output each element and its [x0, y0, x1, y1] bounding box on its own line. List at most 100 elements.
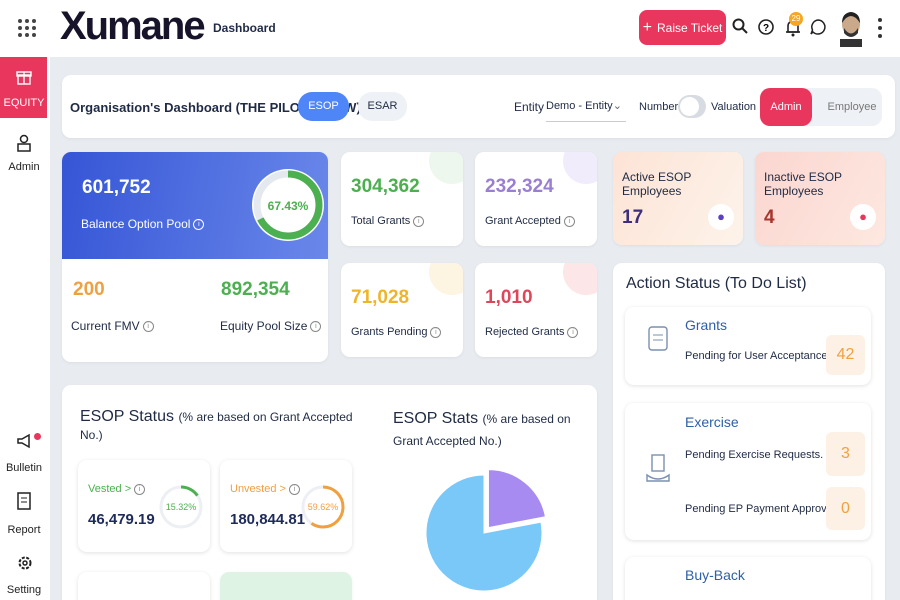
group-title: Exercise [685, 414, 739, 430]
grant-label-text: Grants Pending [351, 326, 428, 338]
grant-label: Total Grants i [351, 215, 425, 227]
status-label: Unvested > i [230, 483, 300, 495]
tab[interactable]: ESAR [358, 92, 407, 121]
esop-status-heading: ESOP Status (% are based on Grant Accept… [80, 408, 370, 444]
info-icon[interactable]: i [142, 321, 154, 333]
sidebar-active[interactable] [0, 57, 47, 118]
info-icon[interactable]: i [413, 215, 425, 227]
equity-icon [16, 71, 32, 85]
info-icon[interactable]: i [430, 326, 442, 338]
ring-label: 67.43% [268, 199, 309, 213]
action-group: Exercise Pending Exercise Requests. 3 Pe… [625, 403, 871, 540]
sidebar-item[interactable]: Setting [6, 584, 42, 596]
status-item-partial [78, 572, 210, 600]
pool-ring: 67.43% [252, 169, 324, 241]
help-icon[interactable]: ? [758, 19, 774, 35]
ring-arc [253, 170, 323, 240]
info-icon[interactable]: i [310, 321, 322, 333]
grant-label-text: Total Grants [351, 215, 411, 227]
pool-label: Balance Option Pool i [81, 217, 205, 231]
sidebar-item[interactable]: Bulletin [5, 462, 43, 474]
pie-slice [487, 469, 547, 529]
avatar[interactable] [838, 9, 864, 47]
equity-pool-label-text: Equity Pool Size [220, 319, 308, 333]
status-ring: 59.62% [301, 485, 345, 529]
action-group: Grants Pending for User Acceptance. 42 [625, 307, 871, 385]
exercise-icon [646, 454, 670, 482]
toggle-left-label: Number [639, 101, 679, 113]
bulletin-icon [17, 433, 30, 449]
action-count[interactable]: 42 [826, 335, 865, 375]
status-label-text: Vested > [88, 483, 132, 495]
notification-badge: 29 [789, 12, 803, 26]
action-count[interactable]: 0 [826, 487, 865, 530]
pool-value: 601,752 [82, 177, 151, 198]
action-status-card: Action Status (To Do List) Grants Pendin… [613, 263, 885, 600]
entity-select[interactable]: Demo - Entity ⌄ [546, 92, 626, 122]
toggle-right-label: Valuation [711, 101, 757, 113]
status-ring: 15.32% [159, 485, 203, 529]
employee-value: 4 [764, 207, 775, 228]
bulletin-dot [34, 433, 41, 440]
more-icon[interactable] [876, 17, 884, 39]
toolbar: Organisation's Dashboard (THE PILOT'S VI… [62, 75, 895, 138]
admin-icon [17, 134, 31, 152]
employee-value: 17 [622, 207, 644, 228]
esop-stats-heading: ESOP Stats (% are based on Grant Accepte… [393, 408, 578, 452]
setting-icon [18, 556, 32, 570]
sidebar-item[interactable]: EQUITY [3, 97, 45, 109]
page-title: Dashboard [213, 21, 276, 35]
status-item-partial [220, 572, 352, 600]
esop-status-note: (% are based on Grant Accepted No.) [80, 410, 353, 442]
action-count[interactable]: 3 [826, 432, 865, 476]
grant-card: 304,362 Total Grants i [341, 152, 463, 246]
esop-status-title: ESOP Status [80, 408, 174, 425]
logo[interactable]: Xumane [60, 4, 206, 48]
dashboard-title: Organisation's Dashboard (THE PILOT'S VI… [70, 100, 361, 115]
grant-card: 71,028 Grants Pending i [341, 263, 463, 357]
equity-pool-label: Equity Pool Size i [220, 319, 322, 333]
fmv-label: Current FMV i [71, 319, 154, 333]
grant-label: Grants Pending i [351, 326, 442, 338]
status-item: Unvested > i 180,844.81 59.62% [220, 460, 352, 552]
card-decoration [563, 152, 597, 184]
pie-slice [425, 474, 543, 592]
apps-icon[interactable] [17, 18, 37, 38]
info-icon[interactable]: i [134, 483, 146, 495]
search-icon[interactable] [732, 18, 748, 34]
pie-chart [425, 469, 547, 592]
role[interactable]: Employee [827, 101, 877, 113]
esop-card: ESOP Status (% are based on Grant Accept… [62, 385, 597, 600]
people-icon: ● [708, 204, 734, 230]
card-decoration [563, 263, 597, 295]
info-icon[interactable]: i [563, 215, 575, 227]
role[interactable]: Admin [760, 88, 812, 126]
sidebar-item[interactable]: Admin [8, 161, 40, 173]
tab[interactable]: ESOP [298, 92, 349, 121]
ring-bg [252, 169, 324, 241]
action-label: Pending Exercise Requests. [685, 449, 824, 461]
grant-label-text: Rejected Grants [485, 326, 565, 338]
action-group: Buy-Back [625, 557, 871, 600]
chat-icon[interactable] [810, 19, 826, 35]
raise-ticket-button[interactable]: + Raise Ticket [639, 10, 726, 45]
status-label-text: Unvested > [230, 483, 286, 495]
fmv-value: 200 [73, 279, 105, 300]
info-icon[interactable]: i [288, 483, 300, 495]
status-value: 46,479.19 [88, 511, 155, 528]
info-icon[interactable]: i [567, 326, 579, 338]
ring-label: 59.62% [308, 502, 339, 512]
header: Xumane Dashboard + Raise Ticket ? 29 [0, 0, 900, 57]
toggle[interactable] [678, 95, 706, 118]
employee-card: Inactive ESOP Employees 4 ● [755, 152, 885, 245]
sidebar-item[interactable]: Report [7, 524, 41, 536]
employee-label: Inactive ESOP Employees [764, 170, 842, 198]
esop-stats-title: ESOP Stats [393, 410, 479, 427]
info-icon[interactable]: i [193, 219, 205, 231]
entity-value: Demo - Entity [546, 100, 613, 112]
grant-label: Rejected Grants i [485, 326, 579, 338]
pool-label-text: Balance Option Pool [81, 217, 191, 231]
pool-card: 601,752 Balance Option Pool i 67.43% 200 … [62, 152, 328, 362]
fmv-label-text: Current FMV [71, 319, 140, 333]
employee-label: Active ESOP Employees [622, 170, 692, 198]
